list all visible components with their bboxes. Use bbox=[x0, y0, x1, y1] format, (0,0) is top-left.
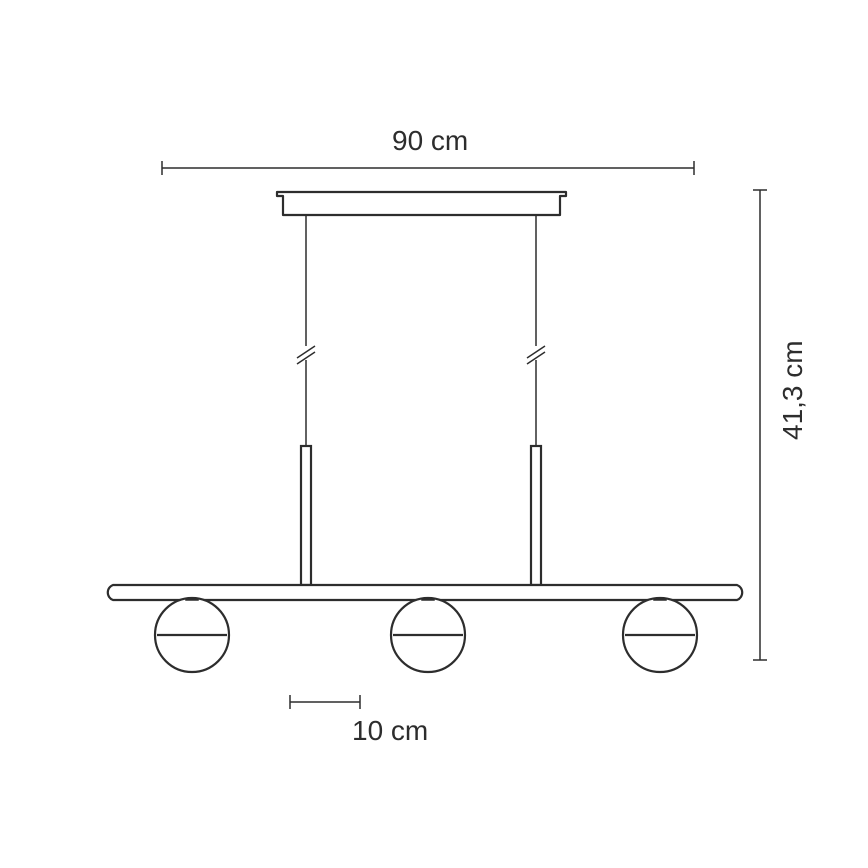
dimension-diagram: 90 cm 41,3 cm 10 cm bbox=[0, 0, 868, 868]
height-label: 41,3 cm bbox=[777, 340, 808, 440]
width-label: 90 cm bbox=[392, 125, 468, 156]
ball-diameter-label: 10 cm bbox=[352, 715, 428, 746]
